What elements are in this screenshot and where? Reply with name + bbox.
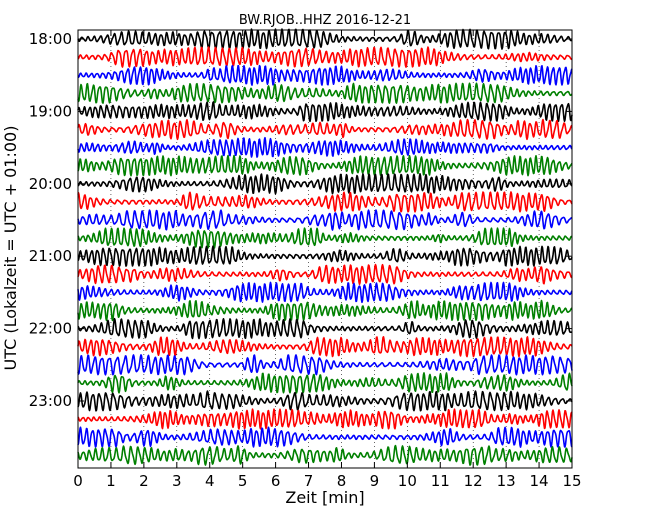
x-tick-label: 14 bbox=[530, 472, 549, 490]
x-tick-label: 12 bbox=[464, 472, 483, 490]
x-tick-label: 9 bbox=[370, 472, 380, 490]
y-tick-label: 19:00 bbox=[29, 102, 72, 120]
x-tick-label: 4 bbox=[205, 472, 215, 490]
trace-line bbox=[77, 245, 573, 267]
trace-line bbox=[77, 101, 573, 123]
trace-line bbox=[77, 64, 573, 86]
y-axis-ticks: 18:00 19:00 20:00 21:00 22:00 23:00 bbox=[29, 30, 572, 410]
trace-line bbox=[77, 46, 573, 68]
x-tick-label: 13 bbox=[497, 472, 516, 490]
x-tick-label: 6 bbox=[271, 472, 281, 490]
x-axis-label: Zeit [min] bbox=[285, 488, 364, 507]
trace-line bbox=[77, 299, 573, 322]
x-tick-label: 15 bbox=[562, 472, 581, 490]
trace-line bbox=[77, 354, 573, 376]
x-tick-label: 5 bbox=[238, 472, 248, 490]
x-axis-ticks: 0 1 2 3 4 5 6 7 8 9 10 11 12 13 14 15 bbox=[73, 30, 582, 490]
trace-line bbox=[77, 209, 573, 231]
trace-line bbox=[77, 426, 573, 448]
trace-line bbox=[77, 154, 573, 177]
x-tick-label: 8 bbox=[337, 472, 347, 490]
x-tick-label: 3 bbox=[172, 472, 182, 490]
x-tick-label: 1 bbox=[106, 472, 116, 490]
x-tick-label: 2 bbox=[139, 472, 149, 490]
y-tick-label: 22:00 bbox=[29, 320, 72, 338]
trace-line bbox=[77, 281, 573, 304]
y-tick-label: 20:00 bbox=[29, 175, 72, 193]
trace-line bbox=[77, 444, 573, 466]
trace-line bbox=[77, 173, 573, 195]
trace-line bbox=[77, 390, 573, 412]
x-tick-label: 7 bbox=[304, 472, 314, 490]
y-tick-label: 18:00 bbox=[29, 30, 72, 48]
trace-line bbox=[77, 336, 573, 358]
trace-line bbox=[77, 118, 573, 141]
trace-line bbox=[77, 136, 573, 158]
x-tick-label: 11 bbox=[431, 472, 450, 490]
y-axis-label: UTC (Lokalzeit = UTC + 01:00) bbox=[1, 126, 20, 371]
seismogram-traces bbox=[77, 28, 573, 466]
chart-title: BW.RJOB..HHZ 2016-12-21 bbox=[239, 13, 411, 28]
x-tick-label: 10 bbox=[398, 472, 417, 490]
trace-line bbox=[77, 317, 573, 340]
trace-line bbox=[77, 263, 573, 285]
plot-frame bbox=[77, 29, 573, 469]
y-tick-label: 21:00 bbox=[29, 247, 72, 265]
trace-line bbox=[77, 191, 573, 213]
x-tick-label: 0 bbox=[73, 472, 83, 490]
trace-line bbox=[77, 82, 573, 104]
trace-line bbox=[77, 372, 573, 394]
y-tick-label: 23:00 bbox=[29, 392, 72, 410]
trace-line bbox=[77, 408, 573, 430]
trace-line bbox=[77, 28, 573, 50]
trace-line bbox=[77, 227, 573, 249]
